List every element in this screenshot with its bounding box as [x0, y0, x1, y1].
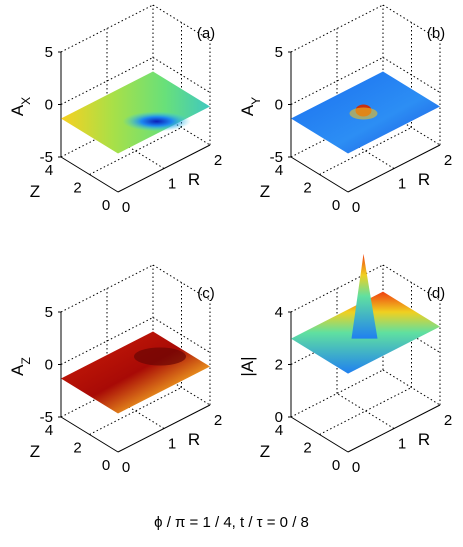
box-edge	[290, 4, 384, 53]
depth-tick-label: 4	[45, 162, 53, 179]
grid-line	[290, 57, 384, 105]
surface-peak	[351, 253, 378, 339]
grid-line	[106, 393, 165, 429]
depth-tick-label: 2	[73, 180, 81, 197]
z-axis-label: |A|	[238, 356, 257, 376]
box-edge	[60, 369, 154, 418]
r-tick-label: 0	[352, 199, 360, 216]
z-tick-label: 5	[45, 44, 53, 61]
r-tick-label: 1	[168, 176, 176, 193]
grid-line	[382, 57, 441, 93]
depth-tick-label: 4	[275, 162, 283, 179]
z-tick-label: -5	[40, 409, 53, 426]
r-tick-label: 0	[122, 459, 130, 476]
figure-caption: ϕ / π = 1 / 4, t / τ = 0 / 8	[154, 514, 309, 531]
panel-label: (c)	[197, 285, 215, 302]
depth-tick-label: 2	[303, 180, 311, 197]
surface-peak-halo	[349, 107, 378, 120]
z-tick-label: 0	[275, 409, 283, 426]
r-tick-label: 1	[398, 176, 406, 193]
depth-tick-label: 2	[73, 440, 81, 457]
panel-label: (b)	[427, 25, 445, 42]
depth-tick-label: 2	[303, 440, 311, 457]
grid-line	[319, 127, 412, 175]
box-edge	[290, 264, 384, 313]
r-tick-label: 2	[444, 412, 452, 429]
r-axis	[117, 404, 211, 453]
surface	[61, 331, 210, 414]
depth-tick-label: 0	[102, 457, 110, 474]
depth-tick-label: 0	[332, 457, 340, 474]
depth-tick-label: 0	[102, 197, 110, 214]
grid-line	[60, 317, 154, 365]
z-tick-label: -5	[40, 149, 53, 166]
grid-line	[60, 57, 154, 105]
depth-tick-label: 4	[45, 422, 53, 439]
z-axis-label: AY	[238, 97, 263, 116]
depth-axis	[290, 416, 349, 453]
r-tick-label: 1	[168, 436, 176, 453]
box-edge	[60, 264, 154, 313]
depth-axis-label: Z	[30, 442, 40, 461]
depth-axis-label: Z	[260, 182, 270, 201]
r-tick-label: 1	[398, 436, 406, 453]
grid-line	[290, 317, 384, 365]
r-axis-label: R	[418, 170, 430, 189]
surface-dip	[122, 111, 191, 132]
r-tick-label: 0	[352, 459, 360, 476]
grid-line	[336, 133, 395, 169]
r-axis-label: R	[188, 170, 200, 189]
grid-line	[152, 57, 211, 93]
box-edge	[60, 4, 154, 53]
r-axis	[347, 404, 441, 453]
z-tick-label: -5	[270, 149, 283, 166]
box-edge	[290, 109, 384, 158]
r-axis-label: R	[418, 430, 430, 449]
surface	[61, 71, 210, 154]
grid-line	[89, 127, 182, 175]
r-tick-label: 0	[122, 199, 130, 216]
z-tick-label: 2	[275, 357, 283, 374]
panel-label: (d)	[427, 285, 445, 302]
z-tick-label: 0	[45, 97, 53, 114]
grid-line	[319, 387, 412, 435]
depth-axis-label: Z	[260, 442, 270, 461]
r-tick-label: 2	[444, 152, 452, 169]
r-axis	[117, 144, 211, 193]
r-tick-label: 2	[214, 412, 222, 429]
z-axis-label: AZ	[8, 357, 33, 376]
z-tick-label: 4	[275, 304, 283, 321]
z-tick-label: 5	[275, 44, 283, 61]
depth-axis	[290, 156, 349, 193]
depth-tick-label: 0	[332, 197, 340, 214]
z-tick-label: 0	[275, 97, 283, 114]
r-axis-label: R	[188, 430, 200, 449]
z-tick-label: 5	[45, 304, 53, 321]
z-tick-label: 0	[45, 357, 53, 374]
panel-label: (a)	[197, 25, 215, 42]
grid-line	[106, 133, 165, 169]
r-axis	[347, 144, 441, 193]
box-edge	[60, 109, 154, 158]
grid-line	[89, 387, 182, 435]
depth-axis-label: Z	[30, 182, 40, 201]
r-tick-label: 2	[214, 152, 222, 169]
depth-axis	[60, 156, 119, 193]
surface-dark-region	[134, 347, 186, 366]
z-axis-label: AX	[8, 97, 33, 116]
depth-tick-label: 4	[275, 422, 283, 439]
grid-line	[152, 317, 211, 353]
box-edge	[290, 369, 384, 418]
grid-line	[336, 393, 395, 429]
depth-axis	[60, 416, 119, 453]
